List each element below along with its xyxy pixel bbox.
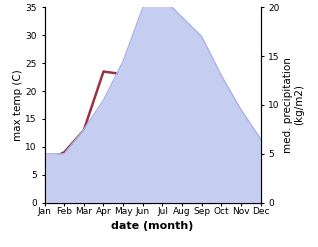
X-axis label: date (month): date (month) — [111, 221, 194, 231]
Y-axis label: max temp (C): max temp (C) — [13, 69, 23, 141]
Y-axis label: med. precipitation
(kg/m2): med. precipitation (kg/m2) — [283, 57, 304, 153]
